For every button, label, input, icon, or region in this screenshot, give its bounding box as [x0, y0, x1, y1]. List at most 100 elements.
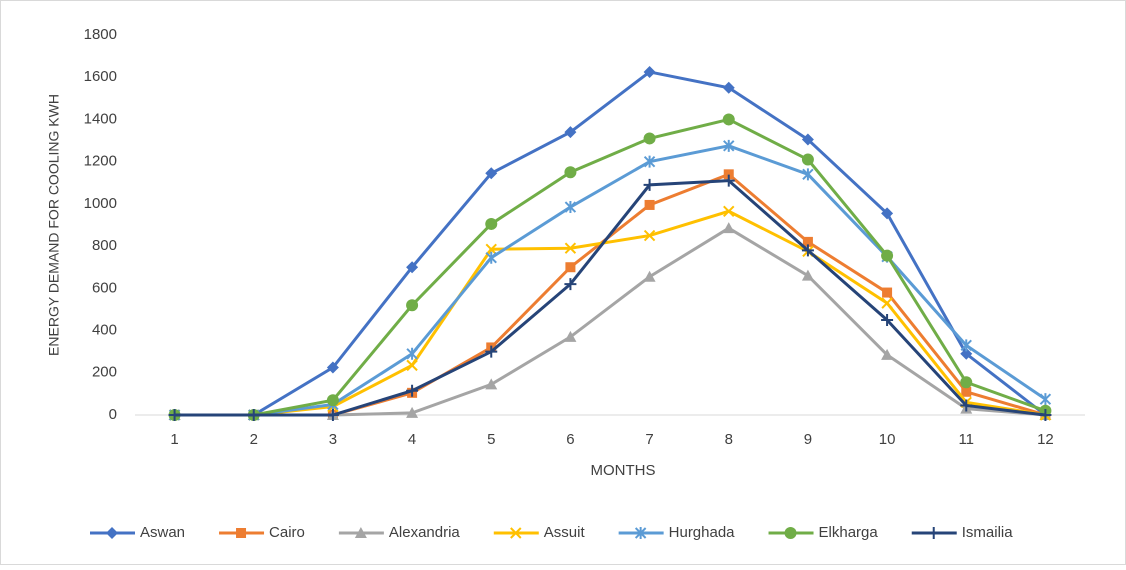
- legend-label: Assuit: [544, 524, 586, 541]
- marker: [485, 167, 498, 180]
- x-tick-label: 12: [1037, 431, 1054, 448]
- marker: [644, 199, 655, 210]
- y-tick-label: 800: [92, 237, 117, 254]
- legend-label: Hurghada: [669, 524, 736, 541]
- series-line: [174, 209, 1046, 417]
- marker: [406, 261, 419, 274]
- marker: [643, 155, 656, 168]
- x-tick-label: 6: [566, 431, 574, 448]
- marker: [960, 399, 973, 412]
- marker: [485, 345, 498, 358]
- y-tick-label: 1200: [84, 153, 117, 170]
- legend-label: Elkharga: [819, 524, 879, 541]
- marker: [406, 359, 418, 372]
- y-tick-label: 200: [92, 364, 117, 381]
- marker: [881, 249, 894, 262]
- y-tick-label: 1000: [84, 195, 117, 212]
- marker: [564, 126, 577, 139]
- marker: [801, 133, 814, 146]
- y-axis-label: ENERGY DEMAND FOR COOLING KWH: [46, 94, 62, 356]
- marker: [961, 386, 972, 397]
- marker: [784, 527, 797, 539]
- x-tick-label: 9: [804, 431, 812, 448]
- x-tick-label: 8: [725, 431, 733, 448]
- y-tick-label: 400: [92, 322, 117, 339]
- y-tick-label: 1400: [84, 110, 117, 127]
- marker: [960, 339, 972, 352]
- x-axis-label: MONTHS: [591, 462, 656, 479]
- x-tick-label: 5: [487, 431, 495, 448]
- legend-label: Aswan: [140, 524, 185, 541]
- marker: [634, 527, 647, 539]
- series-line: [174, 144, 1047, 417]
- legend-label: Alexandria: [389, 524, 461, 541]
- x-tick-label: 10: [879, 431, 896, 448]
- marker: [881, 348, 894, 360]
- x-tick-label: 7: [645, 431, 653, 448]
- marker: [485, 217, 498, 230]
- marker: [406, 347, 418, 360]
- marker: [927, 527, 940, 539]
- marker: [564, 201, 577, 214]
- marker: [326, 361, 339, 374]
- marker: [722, 222, 735, 234]
- marker: [247, 409, 260, 421]
- y-tick-label: 600: [92, 279, 117, 296]
- marker: [354, 527, 367, 538]
- x-tick-label: 1: [170, 431, 178, 448]
- marker: [485, 243, 497, 255]
- marker: [485, 378, 498, 390]
- marker: [801, 153, 814, 166]
- legend-label: Cairo: [269, 524, 305, 541]
- marker: [406, 384, 419, 397]
- marker: [802, 168, 814, 181]
- series-line: [174, 70, 1047, 417]
- marker: [236, 528, 247, 538]
- y-tick-label: 0: [109, 406, 117, 423]
- marker: [564, 242, 577, 254]
- marker: [106, 527, 118, 539]
- marker: [722, 113, 735, 126]
- y-tick-label: 1800: [84, 26, 117, 43]
- marker: [723, 169, 734, 180]
- marker: [881, 297, 893, 309]
- marker: [881, 207, 894, 220]
- marker: [960, 347, 973, 360]
- marker: [406, 299, 419, 312]
- marker: [802, 236, 813, 247]
- x-tick-label: 4: [408, 431, 416, 448]
- series-line: [174, 117, 1046, 417]
- marker: [406, 406, 419, 418]
- marker: [510, 527, 522, 539]
- marker: [564, 278, 577, 291]
- marker: [722, 81, 735, 94]
- marker: [882, 287, 893, 298]
- x-tick-label: 11: [958, 431, 974, 448]
- marker: [643, 270, 656, 282]
- marker: [326, 409, 339, 421]
- marker: [722, 174, 735, 187]
- marker: [643, 178, 656, 191]
- marker: [1039, 409, 1052, 421]
- marker: [801, 269, 814, 281]
- marker: [564, 166, 577, 179]
- x-tick-label: 3: [329, 431, 337, 448]
- marker: [1039, 393, 1052, 406]
- marker: [643, 229, 656, 242]
- marker: [565, 262, 576, 273]
- marker: [643, 132, 656, 145]
- marker: [723, 205, 735, 217]
- marker: [881, 314, 894, 326]
- marker: [643, 65, 656, 78]
- legend-label: Ismailia: [962, 524, 1014, 541]
- marker: [564, 330, 577, 342]
- marker: [723, 139, 735, 152]
- x-tick-label: 2: [250, 431, 258, 448]
- marker: [801, 244, 814, 257]
- series-line: [174, 179, 1046, 417]
- marker: [168, 409, 181, 421]
- marker: [485, 251, 497, 264]
- y-tick-label: 1600: [84, 68, 117, 85]
